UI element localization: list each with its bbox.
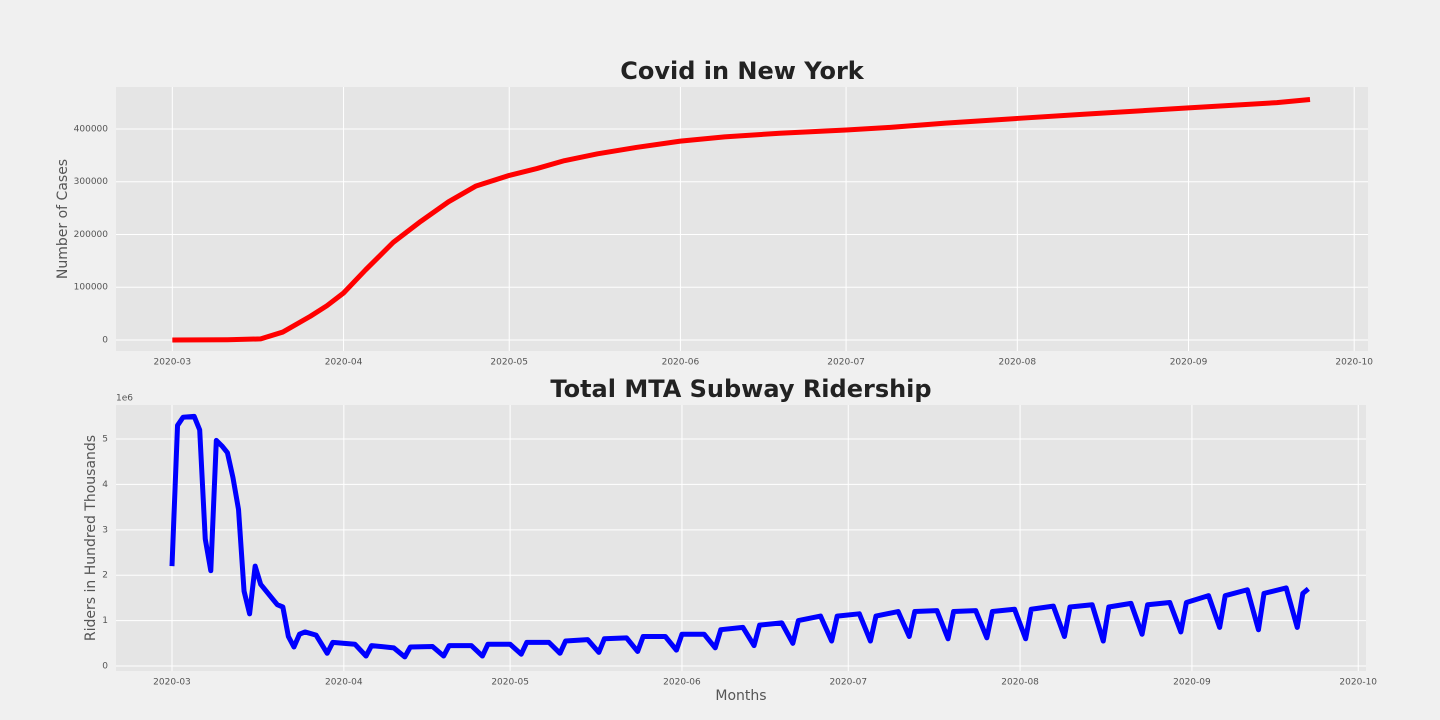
x-tick-label: 2020-07: [827, 358, 865, 368]
axis-offset-label: 1e6: [116, 394, 133, 404]
y-tick-label: 300000: [74, 177, 109, 187]
x-tick-label: 2020-09: [1170, 358, 1208, 368]
x-tick-label: 2020-07: [829, 678, 867, 688]
x-tick-label: 2020-05: [490, 358, 528, 368]
x-tick-label: 2020-06: [663, 678, 701, 688]
x-tick-label: 2020-08: [999, 358, 1037, 368]
y-axis-label: Number of Cases: [55, 159, 71, 279]
y-tick-label: 0: [102, 662, 108, 672]
y-tick-label: 4: [102, 480, 108, 490]
chart-title: Total MTA Subway Ridership: [550, 375, 931, 403]
x-tick-label: 2020-04: [325, 678, 363, 688]
x-tick-label: 2020-08: [1001, 678, 1039, 688]
x-tick-label: 2020-03: [154, 358, 192, 368]
x-axis-label: Months: [715, 688, 766, 704]
y-tick-label: 400000: [74, 124, 109, 134]
x-tick-label: 2020-10: [1335, 358, 1373, 368]
x-tick-label: 2020-04: [325, 358, 363, 368]
x-tick-label: 2020-05: [491, 678, 529, 688]
chart-title: Covid in New York: [620, 57, 865, 85]
y-tick-label: 5: [102, 435, 108, 445]
y-tick-label: 1: [102, 616, 108, 626]
y-axis-label: Riders in Hundred Thousands: [83, 435, 99, 641]
y-tick-label: 200000: [74, 230, 109, 240]
x-tick-label: 2020-10: [1339, 678, 1377, 688]
y-tick-label: 0: [102, 335, 108, 345]
x-tick-label: 2020-09: [1173, 678, 1211, 688]
x-tick-label: 2020-03: [153, 678, 191, 688]
plot-area: [116, 87, 1368, 351]
y-tick-label: 3: [102, 525, 108, 535]
x-tick-label: 2020-06: [662, 358, 700, 368]
y-tick-label: 2: [102, 571, 108, 581]
data-line: [169, 413, 1310, 660]
y-tick-label: 100000: [74, 283, 109, 293]
data-line: [172, 96, 1311, 343]
